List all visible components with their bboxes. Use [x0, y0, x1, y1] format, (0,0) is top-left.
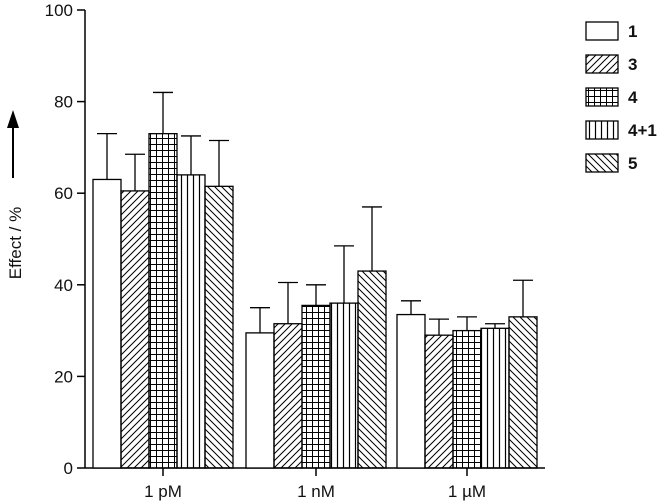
bar-series-1-cat-3	[396, 313, 426, 469]
bar-series-3-cat-3	[452, 329, 482, 469]
bar-series-3-cat-1	[148, 133, 178, 469]
bar-series-2-cat-2	[273, 323, 303, 469]
legend-swatch	[585, 87, 619, 107]
bar-series-3-cat-2	[301, 304, 331, 469]
bar-series-2-cat-3	[424, 334, 454, 469]
bar-series-4-cat-1	[176, 174, 206, 469]
bar-series-5-cat-2	[357, 270, 387, 469]
y-axis-title: Effect / %	[6, 207, 25, 279]
legend: 1 3 4 4+1 5	[585, 21, 657, 173]
bar-series-1-cat-2	[245, 332, 275, 469]
legend-swatch	[585, 21, 619, 41]
y-tick-label: 80	[54, 93, 73, 112]
bar-series-4-cat-2	[329, 302, 359, 469]
y-tick-label: 40	[54, 276, 73, 295]
legend-item: 5	[585, 153, 637, 173]
bar-series-2-cat-1	[120, 190, 150, 469]
x-tick-label: 1 pM	[144, 482, 182, 501]
bar-series-4-cat-3	[480, 327, 510, 469]
y-tick-label: 0	[64, 459, 73, 478]
plot-area: 0 20 40 60 80 100 1 pM 1 nM 1 µM	[45, 1, 545, 501]
arrow-up-icon	[7, 110, 19, 178]
legend-swatch	[585, 153, 619, 173]
legend-label: 5	[628, 154, 637, 173]
legend-item: 4+1	[585, 120, 657, 140]
legend-label: 3	[628, 55, 637, 74]
x-tick-label: 1 nM	[297, 482, 335, 501]
bar-series-5-cat-1	[204, 185, 234, 469]
y-tick-label: 100	[45, 1, 73, 20]
bar-series-1-cat-1	[92, 178, 122, 469]
legend-label: 4	[628, 88, 638, 107]
y-tick-label: 20	[54, 367, 73, 386]
legend-label: 4+1	[628, 121, 657, 140]
legend-label: 1	[628, 22, 637, 41]
x-tick-label: 1 µM	[448, 482, 486, 501]
legend-item: 4	[585, 87, 638, 107]
legend-item: 3	[585, 54, 637, 74]
legend-swatch	[585, 54, 619, 74]
legend-item: 1	[585, 21, 637, 41]
bar-series-5-cat-3	[508, 316, 538, 469]
y-tick-label: 60	[54, 184, 73, 203]
legend-swatch	[585, 120, 619, 140]
